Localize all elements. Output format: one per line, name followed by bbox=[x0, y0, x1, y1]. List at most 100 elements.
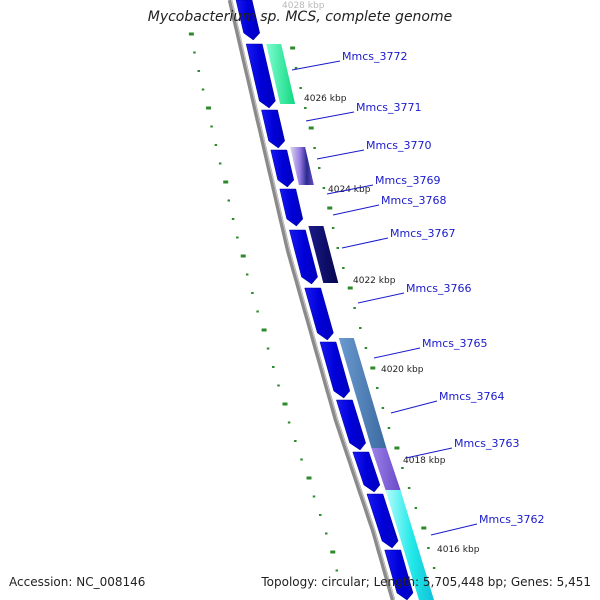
cds-arrow bbox=[366, 493, 399, 549]
tick-mark bbox=[330, 550, 336, 554]
tick-mark bbox=[231, 218, 235, 220]
tick-mark bbox=[227, 199, 231, 202]
feature-mmcs-3767 bbox=[308, 226, 339, 283]
tick-mark bbox=[188, 32, 194, 36]
tick-mark bbox=[294, 440, 297, 442]
tick-mark bbox=[251, 292, 254, 294]
tick-mark bbox=[317, 167, 321, 169]
gene-label-mmcs-3762[interactable]: Mmcs_3762 bbox=[479, 513, 544, 526]
gene-label-mmcs-3764[interactable]: Mmcs_3764 bbox=[439, 390, 504, 403]
tick-mark bbox=[300, 458, 303, 461]
tick-mark bbox=[336, 247, 340, 249]
tick-mark bbox=[414, 507, 418, 509]
tick-mark bbox=[210, 125, 213, 128]
backbone bbox=[227, 0, 396, 600]
tick-mark bbox=[256, 310, 259, 313]
tick-mark bbox=[313, 147, 316, 149]
gene-label-mmcs-3770[interactable]: Mmcs_3770 bbox=[366, 139, 431, 152]
tick-mark bbox=[261, 328, 267, 332]
position-label: 4028 kbp bbox=[282, 1, 325, 11]
tick-mark bbox=[432, 567, 436, 569]
tick-mark bbox=[322, 187, 326, 189]
gene-label-mmcs-3766[interactable]: Mmcs_3766 bbox=[406, 282, 471, 295]
label-leader-line bbox=[316, 149, 365, 160]
label-leader-line bbox=[291, 60, 341, 71]
tick-mark bbox=[236, 236, 239, 239]
cds-arrow bbox=[289, 229, 318, 285]
tick-mark bbox=[353, 307, 356, 309]
label-leader-line bbox=[405, 447, 453, 459]
tick-mark bbox=[381, 407, 385, 409]
position-label: 4026 kbp bbox=[304, 94, 347, 104]
gene-label-mmcs-3768[interactable]: Mmcs_3768 bbox=[381, 194, 446, 207]
tick-mark bbox=[282, 402, 288, 406]
tick-mark bbox=[306, 476, 312, 480]
topology-text: Topology: circular; Length: 5,705,448 bp… bbox=[261, 575, 591, 589]
cds-arrow bbox=[235, 0, 260, 41]
tick-mark bbox=[394, 446, 400, 450]
tick-mark bbox=[240, 254, 246, 258]
tick-mark bbox=[421, 526, 427, 530]
tick-mark bbox=[299, 87, 302, 89]
feature-mmcs-3763 bbox=[371, 448, 401, 490]
gene-label-mmcs-3772[interactable]: Mmcs_3772 bbox=[342, 50, 407, 63]
tick-mark bbox=[206, 106, 212, 110]
tick-mark bbox=[287, 421, 291, 424]
cds-arrow bbox=[279, 188, 304, 227]
tick-mark bbox=[427, 547, 430, 549]
tick-mark bbox=[197, 70, 200, 72]
tick-mark bbox=[327, 206, 333, 210]
tick-mark bbox=[312, 495, 316, 498]
tick-mark bbox=[277, 384, 280, 387]
label-leader-line bbox=[332, 204, 380, 216]
backbone-arc bbox=[227, 0, 396, 600]
cds-arrow bbox=[352, 451, 381, 493]
accession-text: Accession: NC_008146 bbox=[9, 575, 146, 589]
tick-mark bbox=[308, 126, 314, 130]
position-label: 4016 kbp bbox=[437, 545, 480, 555]
tick-mark bbox=[245, 273, 249, 276]
tick-mark bbox=[359, 327, 362, 329]
feature-mmcs-3765 bbox=[338, 338, 387, 448]
label-leader-line bbox=[341, 237, 389, 249]
cds-arrow bbox=[384, 549, 414, 600]
tick-mark bbox=[331, 227, 335, 229]
gene-label-mmcs-3763[interactable]: Mmcs_3763 bbox=[454, 437, 519, 450]
tick-mark bbox=[201, 88, 205, 91]
cds-arrow bbox=[261, 109, 285, 149]
cds-arrow bbox=[336, 399, 366, 451]
label-leader-line bbox=[326, 184, 374, 195]
feature-mmcs-3770 bbox=[290, 147, 314, 185]
tick-mark bbox=[266, 347, 270, 350]
tick-mark bbox=[214, 144, 218, 146]
tick-marks bbox=[188, 32, 436, 572]
tick-mark bbox=[304, 107, 307, 109]
label-leader-line bbox=[305, 111, 355, 122]
tick-mark bbox=[294, 67, 298, 69]
features bbox=[235, 0, 434, 600]
tick-mark bbox=[318, 514, 322, 516]
tick-mark bbox=[401, 467, 404, 469]
cds-arrow bbox=[319, 341, 351, 399]
tick-mark bbox=[347, 286, 353, 290]
tick-mark bbox=[272, 366, 275, 368]
backbone-arc-highlight bbox=[231, 0, 395, 600]
cds-arrow bbox=[270, 149, 295, 188]
gene-label-mmcs-3767[interactable]: Mmcs_3767 bbox=[390, 227, 455, 240]
tick-mark bbox=[335, 569, 339, 572]
map-title: Mycobacterium sp. MCS, complete genome bbox=[147, 9, 453, 25]
tick-mark bbox=[387, 427, 391, 429]
cds-arrow bbox=[304, 287, 334, 341]
position-label: 4022 kbp bbox=[353, 276, 396, 286]
label-leader-line bbox=[373, 347, 421, 359]
gene-label-mmcs-3771[interactable]: Mmcs_3771 bbox=[356, 101, 421, 114]
label-leader-line bbox=[430, 523, 478, 536]
tick-mark bbox=[407, 487, 411, 489]
tick-mark bbox=[370, 366, 376, 370]
position-label: 4020 kbp bbox=[381, 365, 424, 375]
gene-label-mmcs-3769[interactable]: Mmcs_3769 bbox=[375, 174, 440, 187]
gene-label-mmcs-3765[interactable]: Mmcs_3765 bbox=[422, 337, 487, 350]
